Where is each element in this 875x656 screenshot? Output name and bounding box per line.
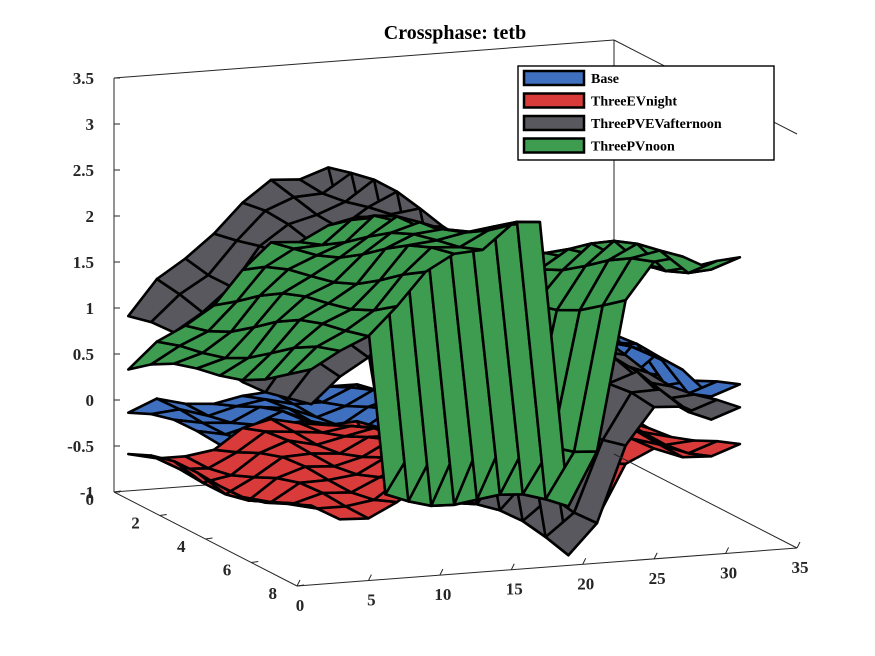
legend-swatch (522, 92, 586, 109)
z-tick-label: -1 (80, 483, 94, 502)
x-tick (510, 563, 515, 570)
x-tick-label: 25 (649, 569, 666, 588)
x-tick (296, 579, 301, 587)
legend-swatch (522, 114, 586, 132)
legend-swatch (522, 69, 586, 87)
x-tick (725, 547, 730, 554)
x-tick-label: 35 (792, 558, 809, 577)
box-edge-bottom-right (613, 453, 798, 549)
y-tick-label: 8 (269, 584, 278, 603)
y-tick (113, 490, 122, 493)
legend-label: ThreePVnoon (591, 140, 675, 155)
x-tick (796, 541, 801, 549)
z-tick-label: 2 (86, 207, 95, 226)
x-tick-label: 5 (367, 591, 376, 610)
z-tick-label: 0.5 (73, 345, 94, 364)
y-tick (159, 514, 167, 516)
axis-line-x (296, 547, 798, 587)
box-edge-top-back (113, 39, 615, 79)
tick-labels: -1 -0.5 0 0.5 1 1.5 2 2.5 3 3.5 0 5 10 15 20 25 30 35 0 2 4 6… (67, 69, 808, 615)
x-tick (653, 552, 658, 560)
legend-swatch (522, 137, 586, 154)
y-tick (296, 584, 305, 587)
y-tick-label: 4 (177, 537, 186, 556)
x-tick-label: 10 (434, 585, 451, 604)
z-tick-label: 0 (86, 391, 95, 410)
surface-patch (687, 398, 742, 421)
y-tick (205, 537, 213, 540)
z-tick-label: 2.5 (73, 161, 94, 180)
y-tick-label: 6 (223, 561, 232, 580)
surface-threepvnoon (127, 214, 742, 508)
z-tick-label: -0.5 (67, 437, 94, 456)
surface-patch (687, 439, 742, 458)
z-tick-label: 1 (86, 299, 95, 318)
z-tick-label: 3.5 (73, 69, 94, 88)
chart-title: Crossphase: tetb (384, 22, 526, 44)
x-tick (367, 574, 372, 581)
x-tick-label: 20 (577, 574, 594, 593)
y-tick (251, 561, 259, 563)
x-tick-label: 30 (720, 563, 737, 582)
y-tick-label: 0 (86, 490, 95, 509)
legend-label: ThreePVEVafternoon (591, 117, 722, 132)
x-tick-label: 15 (506, 580, 523, 599)
z-tick-label: 1.5 (73, 253, 94, 272)
legend: Base ThreeEVnight ThreePVEVafternoon ThreeP… (517, 65, 775, 161)
legend-label: Base (591, 72, 619, 87)
x-tick (582, 558, 587, 565)
y-tick-label: 2 (131, 514, 140, 533)
x-tick (439, 568, 444, 576)
surface-patch (687, 255, 742, 275)
legend-label: ThreeEVnight (591, 95, 677, 110)
x-tick-label: 0 (296, 596, 305, 615)
z-tick-label: 3 (86, 115, 95, 134)
plot-surfaces (127, 166, 742, 557)
